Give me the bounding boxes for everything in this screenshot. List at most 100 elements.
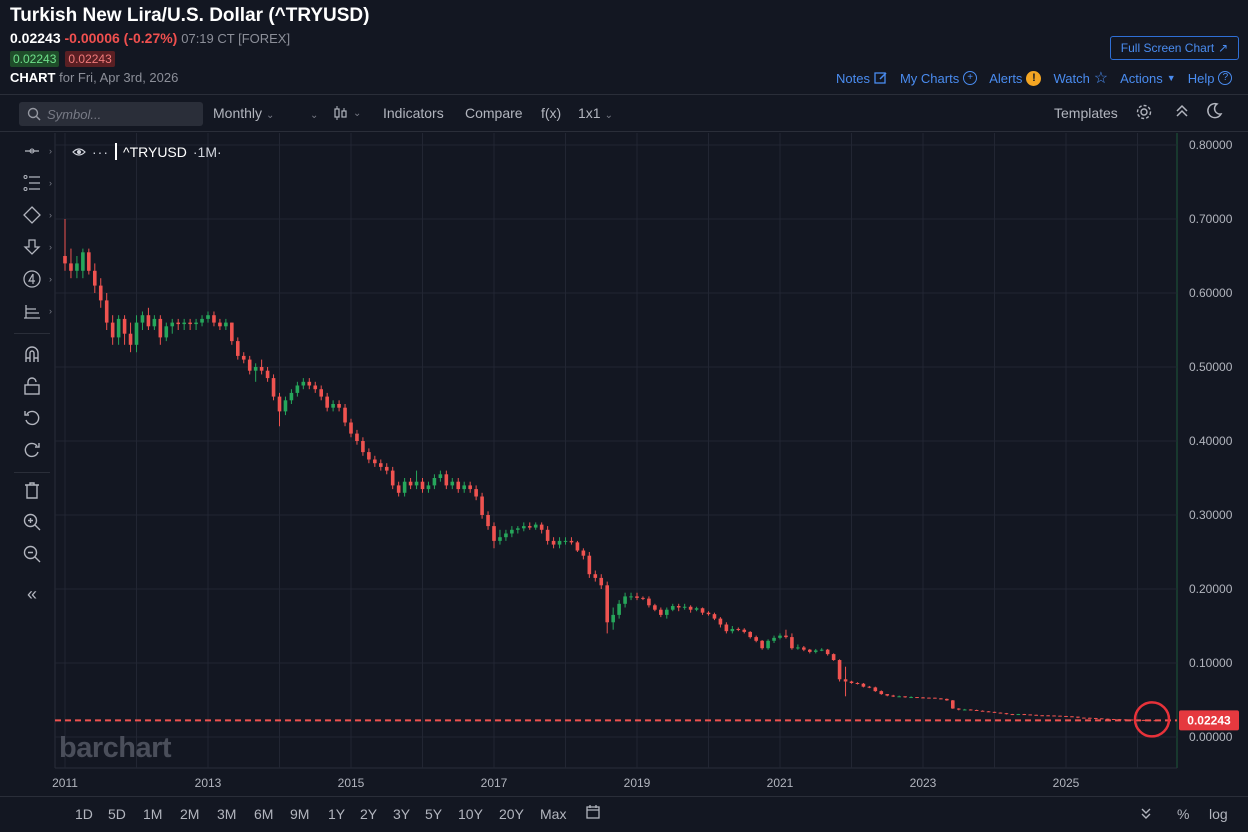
range-3y[interactable]: 3Y — [393, 806, 411, 822]
candle-body[interactable] — [1016, 714, 1021, 716]
candle-body[interactable] — [956, 708, 961, 710]
candle-body[interactable] — [349, 422, 353, 434]
candle-body[interactable] — [712, 614, 717, 619]
function-button[interactable]: f(x) — [541, 105, 562, 121]
candle-body[interactable] — [176, 322, 181, 325]
candle-body[interactable] — [92, 270, 97, 286]
range-6m[interactable]: 6M — [254, 806, 274, 822]
candle-body[interactable] — [891, 695, 896, 697]
candle-body[interactable] — [1076, 716, 1080, 718]
redo-button[interactable] — [10, 436, 54, 464]
candle-body[interactable] — [921, 697, 925, 699]
candle-body[interactable] — [802, 647, 806, 650]
candle-body[interactable] — [152, 318, 157, 327]
candle-body[interactable] — [69, 263, 73, 271]
candle-body[interactable] — [706, 612, 711, 615]
indicators-button[interactable]: Indicators — [383, 105, 444, 121]
range-9m[interactable]: 9M — [290, 806, 310, 822]
zoom-in-button[interactable] — [10, 508, 54, 536]
candle-body[interactable] — [486, 515, 490, 527]
candle-body[interactable] — [259, 367, 264, 371]
candle-body[interactable] — [498, 537, 502, 541]
date-picker-button[interactable] — [585, 804, 601, 823]
candle-body[interactable] — [271, 378, 276, 397]
candle-body[interactable] — [343, 407, 347, 423]
candle-body[interactable] — [641, 597, 645, 599]
candle-body[interactable] — [438, 474, 443, 478]
crosshair-tool[interactable]: › — [10, 137, 54, 165]
candle-body[interactable] — [551, 540, 556, 545]
candle-body[interactable] — [373, 459, 377, 464]
symbol-search-input[interactable]: Symbol... — [19, 102, 203, 126]
candle-body[interactable] — [158, 318, 163, 338]
candle-body[interactable] — [492, 526, 496, 541]
range-3m[interactable]: 3M — [217, 806, 237, 822]
range-20y[interactable]: 20Y — [499, 806, 524, 822]
candle-body[interactable] — [563, 540, 568, 542]
candle-body[interactable] — [557, 540, 562, 545]
candle-body[interactable] — [194, 322, 198, 325]
candle-body[interactable] — [170, 322, 175, 327]
candle-body[interactable] — [235, 341, 240, 356]
candle-body[interactable] — [444, 474, 449, 486]
collapse-sidebar-button[interactable]: « — [10, 580, 54, 608]
more-options-icon[interactable]: ··· — [92, 143, 109, 160]
candle-body[interactable] — [265, 370, 270, 379]
candle-body[interactable] — [1028, 714, 1033, 716]
range-max[interactable]: Max — [540, 806, 567, 822]
lock-tool[interactable] — [10, 372, 54, 400]
candle-body[interactable] — [188, 322, 192, 325]
candle-body[interactable] — [182, 322, 186, 325]
candle-body[interactable] — [527, 526, 532, 528]
candlestick-type-button[interactable]: ⌄ — [333, 105, 361, 121]
candle-body[interactable] — [796, 647, 800, 649]
measure-tool[interactable]: › — [10, 297, 54, 325]
candle-body[interactable] — [420, 481, 425, 490]
candle-body[interactable] — [903, 696, 907, 698]
candle-body[interactable] — [742, 629, 747, 632]
candle-body[interactable] — [1129, 719, 1134, 721]
candle-body[interactable] — [337, 404, 341, 408]
undo-button[interactable] — [10, 404, 54, 432]
candle-body[interactable] — [849, 681, 854, 683]
fib-tool[interactable]: › — [10, 169, 54, 197]
full-screen-chart-button[interactable]: Full Screen Chart ↗ — [1110, 36, 1239, 60]
collapse-header-button[interactable] — [1174, 102, 1190, 123]
candle-body[interactable] — [688, 606, 693, 610]
candle-body[interactable] — [581, 550, 586, 556]
candle-body[interactable] — [247, 359, 252, 371]
candle-body[interactable] — [807, 649, 812, 652]
candle-body[interactable] — [87, 252, 91, 271]
candle-body[interactable] — [325, 396, 329, 408]
candle-body[interactable] — [367, 452, 371, 460]
candle-body[interactable] — [98, 285, 103, 301]
candle-body[interactable] — [873, 687, 878, 692]
candle-body[interactable] — [146, 315, 151, 327]
candle-body[interactable] — [1111, 719, 1116, 721]
range-2m[interactable]: 2M — [180, 806, 200, 822]
candle-body[interactable] — [426, 485, 431, 490]
candle-body[interactable] — [939, 698, 943, 700]
candle-body[interactable] — [950, 700, 955, 709]
candle-body[interactable] — [676, 606, 681, 608]
actions-menu[interactable]: Actions ▼ — [1120, 71, 1176, 86]
candle-body[interactable] — [629, 596, 633, 598]
range-5y[interactable]: 5Y — [425, 806, 443, 822]
candle-body[interactable] — [861, 683, 866, 687]
candle-body[interactable] — [1082, 717, 1086, 719]
candle-body[interactable] — [1022, 714, 1027, 716]
candle-body[interactable] — [164, 326, 169, 338]
candle-body[interactable] — [843, 679, 848, 682]
candle-body[interactable] — [1105, 718, 1110, 720]
candle-body[interactable] — [682, 606, 687, 608]
candle-body[interactable] — [504, 533, 508, 538]
candle-body[interactable] — [927, 697, 931, 699]
candle-body[interactable] — [200, 318, 204, 323]
candle-body[interactable] — [670, 606, 675, 610]
candle-body[interactable] — [539, 524, 544, 530]
candle-body[interactable] — [980, 710, 985, 712]
candle-body[interactable] — [659, 609, 663, 615]
candle-body[interactable] — [432, 478, 437, 486]
candle-body[interactable] — [331, 404, 335, 408]
candle-body[interactable] — [599, 577, 604, 586]
